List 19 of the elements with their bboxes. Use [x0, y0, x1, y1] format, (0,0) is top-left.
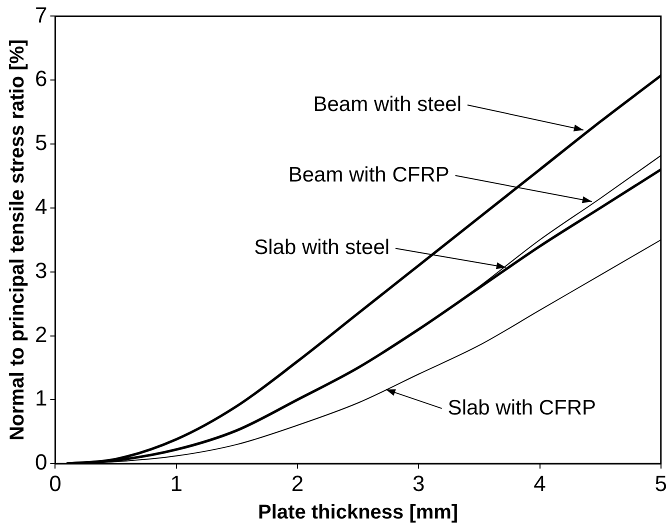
annotation: Beam with steel	[313, 92, 462, 116]
annotation: Beam with CFRP	[288, 163, 450, 186]
y-tick-label: 2	[34, 322, 48, 347]
annotation: Slab with steel	[254, 236, 390, 260]
annotation: Slab with CFRP	[448, 396, 596, 420]
x-tick-label: 5	[654, 470, 668, 496]
y-tick-label: 5	[34, 130, 48, 156]
x-tick-label: 1	[170, 470, 182, 496]
x-tick-label: 2	[291, 470, 304, 496]
x-tick-label: 3	[412, 470, 425, 496]
y-tick-label: 7	[34, 2, 48, 28]
y-tick-label: 1	[34, 386, 48, 411]
y-tick-label: 4	[34, 194, 48, 220]
y-tick-label: 3	[34, 258, 48, 283]
y-axis-title: Normal to principal tensile stress ratio [%]	[6, 39, 29, 441]
x-axis-title: Plate thickness [mm]	[258, 502, 458, 524]
x-tick-label: 4	[534, 470, 546, 496]
y-tick-label: 6	[34, 66, 48, 92]
y-tick-label: 0	[34, 450, 48, 475]
